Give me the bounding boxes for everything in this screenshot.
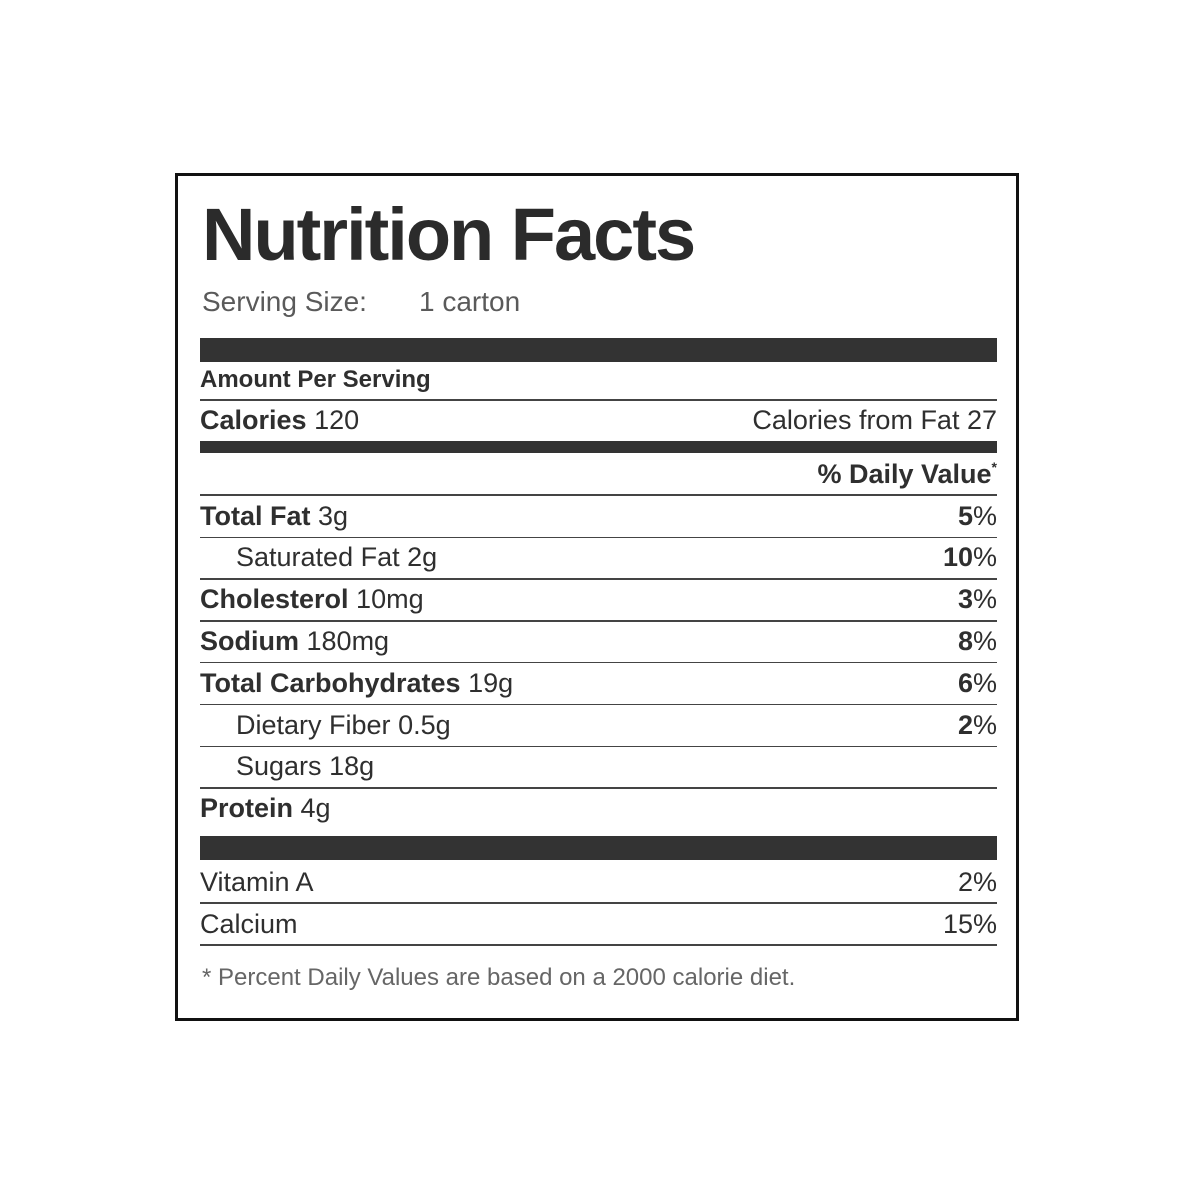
dv-unit: % (972, 584, 997, 615)
asterisk: * (991, 458, 997, 475)
calories-value: 120 (314, 404, 360, 435)
nutrient-name: Sodium 180mg (200, 626, 389, 657)
nutrient-row: Sugars 18g (200, 747, 997, 787)
dv-value: 3 (957, 584, 973, 615)
nutrient-dv: 6% (958, 668, 997, 699)
nutrient-label: Cholesterol (200, 584, 349, 615)
divider (200, 399, 997, 401)
dv-value: 10 (942, 542, 973, 573)
divider (200, 902, 997, 904)
nutrient-name: Dietary Fiber 0.5g (200, 710, 451, 741)
vitamin-name: Vitamin A (200, 866, 314, 897)
divider (200, 745, 997, 747)
nutrient-amount: 18g (329, 751, 375, 782)
divider (200, 661, 997, 664)
nutrient-amount: 10mg (356, 584, 424, 615)
calories-row: Calories 120 Calories from Fat 27 (200, 400, 997, 440)
dv-value: 5 (957, 500, 973, 531)
nutrient-row: Saturated Fat 2g 10% (200, 538, 997, 578)
divider (200, 703, 997, 706)
nutrient-dv: 3% (958, 584, 997, 615)
vitamin-name: Calcium (200, 908, 298, 939)
nutrient-name: Saturated Fat 2g (200, 542, 437, 573)
nutrient-row: Protein 4g (200, 789, 997, 829)
nutrient-label: Total Carbohydrates (200, 667, 461, 698)
amount-per-serving: Amount Per Serving (200, 360, 997, 400)
footnote: * Percent Daily Values are based on a 20… (202, 964, 796, 991)
nutrient-name: Total Carbohydrates 19g (200, 668, 513, 699)
daily-value-header-text: % Daily Value (817, 458, 992, 489)
dv-value: 8 (957, 625, 973, 656)
dv-unit: % (972, 542, 997, 573)
nutrient-row: Total Carbohydrates 19g 6% (200, 663, 997, 703)
dv-unit: % (972, 500, 997, 531)
calories: Calories 120 (200, 405, 359, 436)
nutrient-label: Sodium (200, 625, 299, 656)
calories-from-fat: Calories from Fat 27 (752, 404, 997, 435)
serving-size-value: 1 carton (418, 286, 521, 317)
nutrient-name: Sugars 18g (200, 751, 374, 782)
vitamin-dv: 15% (942, 908, 997, 939)
dv-value: 6 (957, 667, 973, 698)
nutrient-name: Total Fat 3g (200, 501, 348, 532)
nutrient-amount: 180mg (306, 625, 390, 656)
amount-per-serving-text: Amount Per Serving (200, 366, 431, 393)
daily-value-header: % Daily Value* (200, 454, 997, 494)
title: Nutrition Facts (202, 193, 696, 276)
vitamin-row: Vitamin A 2% (200, 862, 997, 902)
nutrient-label: Saturated Fat (236, 542, 400, 573)
divider (200, 620, 997, 622)
nutrient-label: Protein (200, 793, 294, 824)
medium-divider (200, 441, 997, 453)
nutrient-amount: 2g (407, 542, 438, 573)
nutrient-dv: 8% (958, 626, 997, 657)
thick-divider (200, 338, 997, 362)
divider (200, 578, 997, 580)
nutrition-facts-label: Nutrition Facts Serving Size: 1 carton Am… (175, 173, 1019, 1021)
nutrient-name: Protein 4g (200, 793, 331, 824)
nutrient-name: Cholesterol 10mg (200, 584, 424, 615)
vitamin-row: Calcium 15% (200, 904, 997, 944)
dv-unit: % (972, 709, 997, 740)
nutrient-amount: 0.5g (398, 709, 451, 740)
divider (200, 944, 997, 946)
nutrient-label: Total Fat (200, 500, 311, 531)
nutrient-row: Total Fat 3g 5% (200, 496, 997, 536)
serving-size-label: Serving Size: (202, 286, 367, 317)
dv-value: 2 (957, 709, 973, 740)
vitamin-dv: 2% (957, 866, 997, 897)
serving-size: Serving Size: 1 carton (202, 286, 520, 318)
divider (200, 536, 997, 538)
divider (200, 494, 997, 496)
nutrient-label: Dietary Fiber (236, 709, 391, 740)
nutrient-amount: 4g (300, 793, 331, 824)
divider (200, 787, 997, 789)
nutrient-label: Sugars (236, 751, 322, 782)
calories-label: Calories (200, 404, 307, 435)
nutrient-dv: 2% (958, 710, 997, 741)
nutrient-amount: 19g (468, 667, 514, 698)
dv-unit: % (972, 667, 997, 698)
nutrient-dv: 5% (958, 501, 997, 532)
nutrient-dv: 10% (943, 542, 997, 573)
nutrient-row: Cholesterol 10mg 3% (200, 580, 997, 620)
dv-unit: % (972, 625, 997, 656)
nutrient-row: Sodium 180mg 8% (200, 621, 997, 661)
nutrient-row: Dietary Fiber 0.5g 2% (200, 705, 997, 745)
thick-divider (200, 836, 997, 860)
nutrient-amount: 3g (318, 500, 349, 531)
